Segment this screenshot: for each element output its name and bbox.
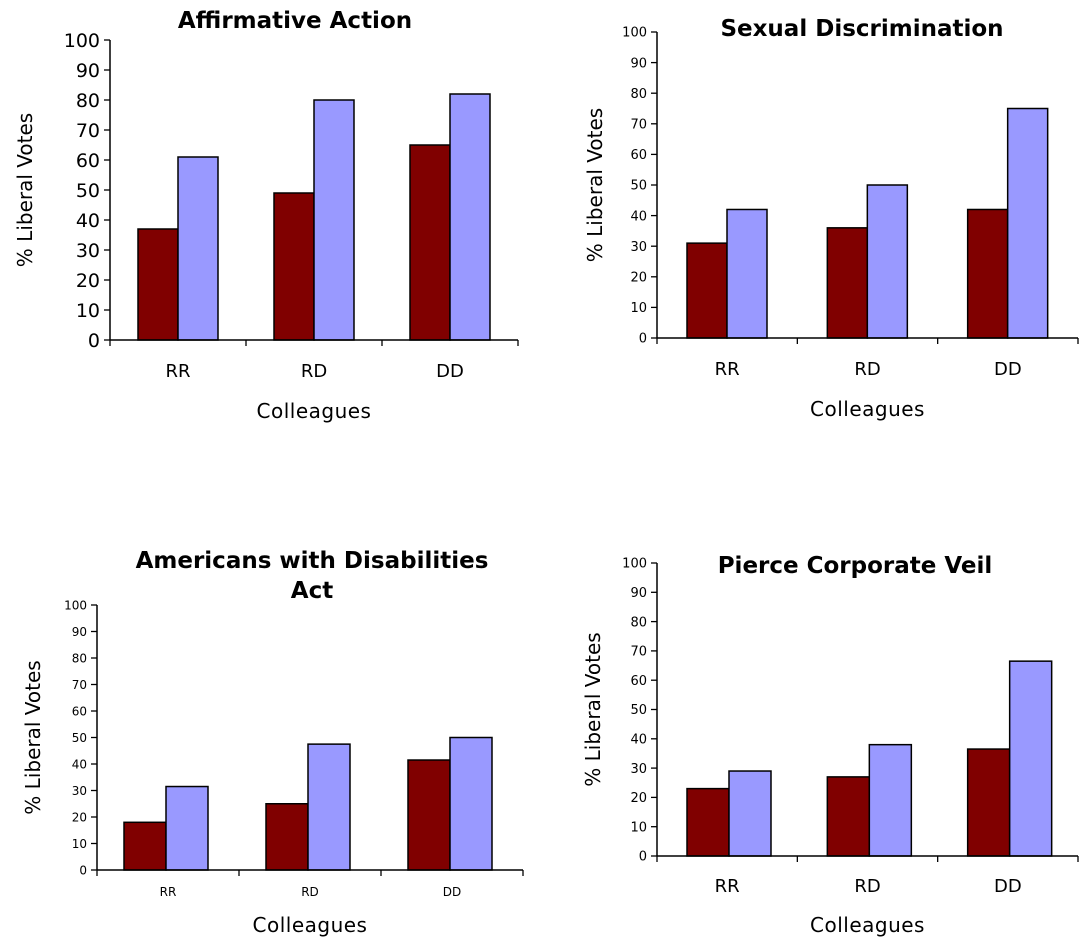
- chart-title: Pierce Corporate Veil: [718, 553, 993, 579]
- x-category-label: RD: [301, 361, 327, 382]
- bar-series-1: [966, 748, 1011, 857]
- chart-title: Affirmative Action: [178, 8, 412, 34]
- bar-series-1: [273, 192, 315, 341]
- y-tick-label: 10: [72, 837, 87, 851]
- x-category-label: DD: [994, 359, 1022, 380]
- y-tick-label: 50: [72, 731, 87, 745]
- bar-series-2: [449, 736, 493, 871]
- y-tick-label: 60: [76, 150, 100, 172]
- y-tick-label: 70: [630, 117, 647, 132]
- chart-panel: Sexual Discrimination 0 10 20 30 40 50 60 70 80 90…: [583, 16, 1079, 421]
- y-tick-label: 80: [630, 615, 647, 630]
- x-category-label: RR: [715, 876, 740, 897]
- bar-series-1: [686, 242, 728, 339]
- y-tick-label: 40: [630, 209, 647, 224]
- bar-series-2: [165, 785, 209, 871]
- bar-series-1: [123, 821, 167, 871]
- y-tick-label: 40: [630, 732, 647, 747]
- y-tick-label: 100: [622, 26, 647, 41]
- x-category-label: DD: [994, 876, 1022, 897]
- chart-title: Sexual Discrimination: [720, 16, 1003, 42]
- y-tick-label: 90: [630, 56, 647, 71]
- bar-series-1: [407, 759, 451, 871]
- bar-series-1: [686, 787, 730, 857]
- y-tick-label: 100: [622, 557, 647, 572]
- x-category-label: RR: [715, 359, 740, 380]
- y-tick-label: 60: [72, 704, 87, 718]
- y-tick-label: 10: [630, 820, 647, 835]
- x-category-label: RR: [165, 361, 190, 382]
- y-axis-label: % Liberal Votes: [21, 660, 45, 814]
- y-tick-label: 30: [76, 240, 100, 262]
- bar-series-2: [177, 156, 219, 341]
- x-axis-label: Colleagues: [810, 397, 925, 421]
- y-tick-label: 70: [72, 678, 87, 692]
- x-category-label: DD: [436, 361, 464, 382]
- y-tick-label: 40: [76, 210, 100, 232]
- y-axis-label: % Liberal Votes: [583, 108, 607, 262]
- y-tick-label: 100: [64, 30, 100, 52]
- y-tick-label: 50: [630, 179, 647, 194]
- bar-series-1: [265, 803, 309, 871]
- chart-panel: Americans with Disabilities Act 0 10 20 30 40 5…: [21, 548, 524, 937]
- y-tick-label: 20: [630, 270, 647, 285]
- x-category-label: RD: [854, 876, 880, 897]
- y-tick-label: 30: [630, 240, 647, 255]
- bar-series-2: [1006, 107, 1049, 339]
- y-tick-label: 10: [630, 301, 647, 316]
- y-tick-label: 0: [639, 850, 647, 865]
- bar-series-2: [313, 99, 355, 341]
- y-axis-label: % Liberal Votes: [13, 113, 37, 267]
- chart-panel: Affirmative Action 0 10 20 30 40 50 60 70 80 90 100…: [13, 8, 519, 423]
- y-tick-label: 30: [630, 762, 647, 777]
- chart-title: Americans with Disabilities: [136, 548, 489, 574]
- x-axis-label: Colleagues: [810, 913, 925, 937]
- bar-series-2: [307, 743, 351, 871]
- bar-series-1: [409, 144, 451, 341]
- y-tick-label: 60: [630, 674, 647, 689]
- bar-series-1: [826, 227, 869, 339]
- bar-series-1: [966, 208, 1009, 339]
- y-tick-label: 0: [79, 863, 87, 877]
- x-category-label: RR: [160, 885, 177, 899]
- y-tick-label: 70: [76, 120, 100, 142]
- bar-series-2: [868, 743, 913, 857]
- y-tick-label: 90: [630, 586, 647, 601]
- chart-panel: Pierce Corporate Veil 0 10 20 30 40 50 60 70 80 90…: [581, 553, 1079, 937]
- bar-series-2: [726, 208, 768, 339]
- x-category-label: RD: [301, 885, 319, 899]
- bar-series-2: [1008, 660, 1053, 857]
- y-tick-label: 0: [88, 330, 100, 352]
- y-tick-label: 70: [630, 645, 647, 660]
- y-tick-label: 60: [630, 148, 647, 163]
- x-axis-label: Colleagues: [253, 913, 368, 937]
- y-tick-label: 30: [72, 784, 87, 798]
- bar-series-2: [728, 770, 772, 857]
- y-tick-label: 80: [630, 87, 647, 102]
- y-tick-label: 20: [76, 270, 100, 292]
- y-tick-label: 50: [630, 703, 647, 718]
- bar-series-1: [826, 776, 871, 857]
- y-axis-label: % Liberal Votes: [581, 632, 605, 786]
- y-tick-label: 80: [72, 651, 87, 665]
- y-tick-label: 50: [76, 180, 100, 202]
- x-category-label: DD: [443, 885, 461, 899]
- y-tick-label: 0: [639, 332, 647, 347]
- bar-series-2: [866, 184, 909, 339]
- y-tick-label: 20: [72, 810, 87, 824]
- y-tick-label: 90: [76, 60, 100, 82]
- x-axis-label: Colleagues: [257, 399, 372, 423]
- bar-series-2: [449, 93, 491, 341]
- y-tick-label: 80: [76, 90, 100, 112]
- x-category-label: RD: [854, 359, 880, 380]
- y-tick-label: 40: [72, 757, 87, 771]
- y-tick-label: 10: [76, 300, 100, 322]
- y-tick-label: 100: [64, 598, 87, 612]
- y-tick-label: 90: [72, 625, 87, 639]
- bar-series-1: [137, 228, 179, 341]
- chart-title: Act: [291, 578, 333, 604]
- y-tick-label: 20: [630, 791, 647, 806]
